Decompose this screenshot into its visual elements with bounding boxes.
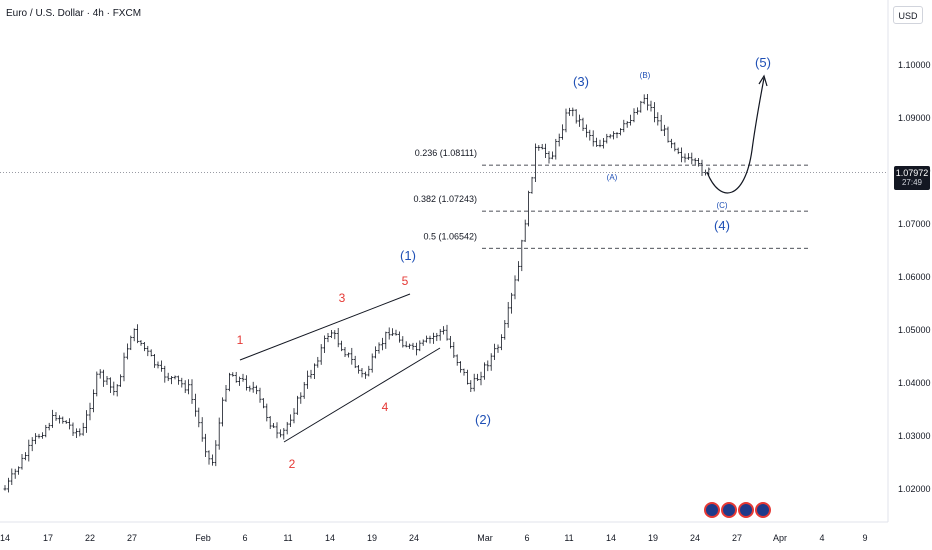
time-tick-label: Apr [773,533,787,543]
wave-label: 3 [339,291,346,305]
price-tick-label: 1.03000 [898,431,931,441]
wave-label: 5 [402,274,409,288]
wave-label: (C) [716,201,727,210]
time-tick-label: 17 [43,533,53,543]
wave-label: 2 [289,457,296,471]
time-tick-label: 14 [325,533,335,543]
fib-level-label: 0.236 (1.08111) [415,148,477,158]
fib-level-label: 0.382 (1.07243) [413,194,477,204]
us-flag-icon[interactable] [738,502,754,518]
price-tick-label: 1.02000 [898,484,931,494]
current-price-value: 1.07972 [895,168,929,178]
us-flag-icon[interactable] [755,502,771,518]
fibonacci-levels: 0.236 (1.08111) 0.382 (1.07243) 0.5 (1.065… [413,148,808,249]
wave-label: 4 [382,400,389,414]
time-tick-label: 14 [0,533,10,543]
event-icons[interactable] [704,502,771,524]
time-tick-label: 27 [127,533,137,543]
price-tick-label: 1.06000 [898,272,931,282]
time-tick-label: 24 [409,533,419,543]
bar-countdown: 27:49 [901,178,923,187]
time-tick-label: 9 [862,533,867,543]
time-tick-label: 6 [524,533,529,543]
time-tick-label: 24 [690,533,700,543]
price-tick-label: 1.10000 [898,60,931,70]
time-tick-label: 19 [648,533,658,543]
time-tick-label: Feb [195,533,211,543]
wave-label: (2) [475,412,491,427]
price-tick-label: 1.09000 [898,113,931,123]
time-tick-label: 14 [606,533,616,543]
time-tick-label: 4 [819,533,824,543]
wedge-lower-line [283,347,441,443]
wave-label: (1) [400,248,416,263]
time-tick-label: 27 [732,533,742,543]
price-axis: 1.100001.090001.080001.070001.060001.050… [887,0,931,522]
projection-arrowhead [758,74,768,87]
price-tick-label: 1.07000 [898,219,931,229]
us-flag-icon[interactable] [704,502,720,518]
wedge-upper-line [239,293,411,361]
us-flag-icon[interactable] [721,502,737,518]
time-tick-label: Mar [477,533,493,543]
time-tick-label: 11 [283,533,292,543]
chart-title: Euro / U.S. Dollar · 4h · FXCM [6,8,142,19]
time-tick-label: 22 [85,533,95,543]
current-price-tag: 1.07972 27:49 [894,166,930,190]
time-tick-label: 6 [242,533,247,543]
wave-drawings [239,74,768,443]
currency-button[interactable]: USD [893,6,923,24]
fib-level-label: 0.5 (1.06542) [423,231,477,241]
time-tick-label: 19 [367,533,377,543]
wave-label: (B) [640,71,651,80]
time-axis: 14 17 22 27 Feb 6 11 14 19 24 Mar 6 11 14 19 24 27 Apr 4 9 [0,521,888,543]
wave-label: (5) [755,55,771,70]
price-tick-label: 1.04000 [898,378,931,388]
wave-label: (4) [714,218,730,233]
wave-label: 1 [237,333,244,347]
wave-label: (3) [573,74,589,89]
time-tick-label: 11 [564,533,573,543]
price-tick-label: 1.05000 [898,325,931,335]
projection-curve [706,77,765,194]
candles [0,94,888,493]
wave-label: (A) [607,173,618,182]
wave-labels: 1 2 3 4 5 (1) (2) (3) (4) (5) (A) (B) (C) [237,55,771,471]
